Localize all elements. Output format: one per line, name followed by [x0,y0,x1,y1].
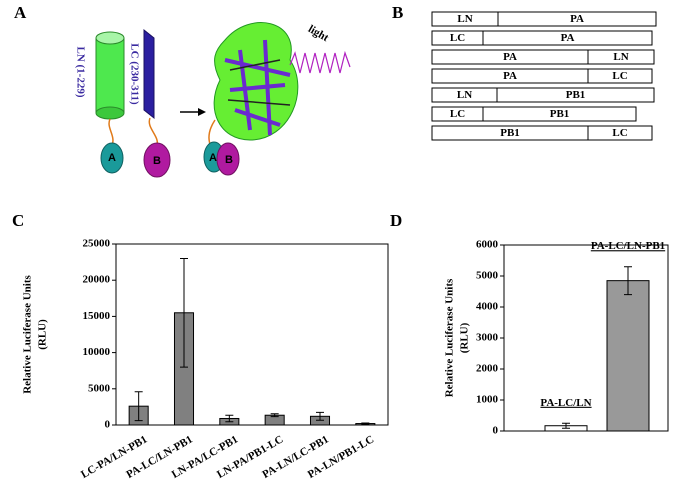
lc-label: LC (230-311) [128,43,140,105]
panel-label: A [14,3,27,22]
y-tick-label: 0 [493,425,499,437]
y-tick-label: 20000 [83,274,111,286]
error-bar [180,257,188,368]
domain-label: B [153,155,161,167]
bar [606,280,650,432]
y-axis-label: (RLU) [37,319,49,350]
construct-part: PB1 [566,89,586,101]
construct-part: LN [613,51,628,63]
error-bar [316,411,324,421]
y-tick-label: 15000 [83,310,111,322]
error-bar [134,391,143,422]
y-tick-label: 10000 [83,346,111,358]
y-tick-label: 3000 [476,332,499,344]
construct-box [431,49,655,65]
y-tick-label: 6000 [476,239,499,251]
construct-part: LC [450,32,465,44]
ln-label: LN (1-229) [74,46,86,97]
construct-part: PA [503,70,517,82]
diagram-a: LN (1-229) LC (230-311) light A B A B [74,22,351,178]
y-tick-label: 5000 [88,382,111,394]
domain-label: A [108,152,116,164]
construct-part: LC [612,127,627,139]
y-tick-label: 1000 [476,394,499,406]
bar-annotation: PA-LC/LN [540,397,591,409]
constructs: LN PA LC PA PA LN PA LC LN PB1 LC PB1 PB1 LC [431,11,657,141]
construct-part: LN [457,13,472,25]
construct-part: PB1 [550,108,570,120]
bar-annotation: PA-LC/LN-PB1 [591,240,665,252]
construct-box [431,68,653,84]
y-axis-label: Relative Luciferase Units [444,278,456,397]
construct-part: PA [570,13,584,25]
construct-box [431,87,655,103]
domain-label: B [225,154,233,166]
charts: Relative Luciferase Units (RLU)0500010000… [22,238,669,481]
panel-label: B [392,3,403,22]
construct-box [431,11,657,27]
y-axis-label: Relative Luciferase Units [22,275,34,394]
error-bar [361,422,370,425]
plot-frame [115,243,389,426]
light-label: light [306,23,331,44]
y-tick-label: 5000 [476,270,499,282]
construct-part: LC [612,70,627,82]
panel-label: D [390,211,402,230]
construct-box [431,125,653,141]
y-axis-label: (RLU) [459,322,471,353]
y-tick-label: 25000 [83,238,111,250]
panel-label: C [12,211,24,230]
y-tick-label: 2000 [476,363,499,375]
construct-part: LN [457,89,472,101]
construct-part: PA [561,32,575,44]
error-bar [225,414,234,423]
construct-part: LC [450,108,465,120]
construct-box [431,30,653,46]
y-tick-label: 4000 [476,301,499,313]
error-bar [270,413,279,418]
construct-part: PA [503,51,517,63]
construct-part: PB1 [500,127,520,139]
domain-label: A [209,152,217,164]
error-bar [624,266,632,296]
y-tick-label: 0 [105,419,111,431]
error-bar [562,422,570,429]
